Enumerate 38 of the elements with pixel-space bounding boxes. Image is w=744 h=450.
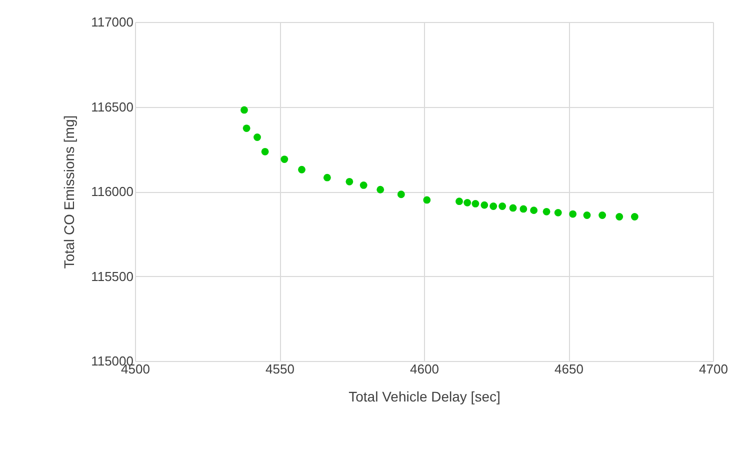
point	[542, 208, 550, 216]
point	[498, 202, 506, 210]
point	[323, 174, 331, 182]
x-tick-label: 4650	[554, 362, 584, 376]
x-tick-label: 4700	[699, 362, 728, 376]
y-tick-label: 117000	[91, 14, 134, 30]
point	[240, 106, 248, 114]
point	[346, 178, 354, 186]
point	[298, 166, 306, 174]
x-tick-label: 4600	[410, 362, 439, 376]
point	[480, 201, 488, 209]
point	[569, 210, 577, 218]
point	[530, 206, 538, 214]
point	[472, 200, 480, 208]
y-axis-title: Total CO Emissions [mg]	[61, 115, 78, 269]
point	[630, 213, 638, 220]
x-tick-label: 4550	[266, 362, 294, 376]
point	[254, 134, 261, 141]
point	[554, 208, 562, 216]
point	[360, 182, 368, 189]
point	[598, 212, 606, 219]
point	[376, 186, 384, 194]
point	[242, 124, 250, 132]
point	[464, 198, 472, 206]
point	[397, 190, 405, 198]
point	[423, 196, 431, 204]
y-tick-label: 115500	[91, 268, 134, 284]
point	[616, 213, 624, 220]
point	[509, 204, 517, 212]
point	[520, 205, 528, 213]
point	[280, 156, 288, 163]
y-tick-label: 116000	[91, 184, 134, 199]
point	[456, 198, 463, 206]
point	[490, 202, 498, 210]
point	[261, 148, 269, 156]
x-axis-title: Total Vehicle Delay [sec]	[348, 388, 500, 404]
y-tick-label: 116500	[91, 99, 134, 114]
point	[583, 212, 591, 219]
